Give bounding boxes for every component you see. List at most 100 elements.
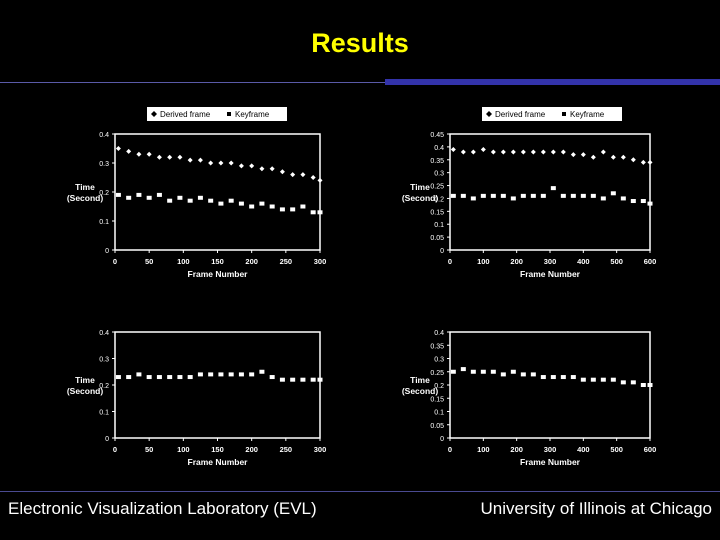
y-tick-label: 0.4 — [434, 145, 444, 152]
x-tick-label: 250 — [280, 445, 293, 454]
data-point — [269, 166, 275, 172]
data-point — [238, 201, 244, 206]
y-tick-label: 0.25 — [430, 184, 444, 191]
data-point — [136, 151, 142, 157]
data-point — [187, 157, 193, 163]
data-point — [580, 152, 586, 158]
y-tick-label: 0.4 — [99, 330, 109, 337]
x-tick-label: 50 — [145, 445, 153, 454]
x-axis-label: Frame Number — [188, 457, 249, 467]
data-point — [590, 377, 596, 382]
x-tick-label: 600 — [644, 257, 657, 266]
legend-entry: Derived frame — [160, 110, 211, 119]
y-tick-label: 0.15 — [430, 396, 444, 403]
y-tick-label: 0.1 — [434, 410, 444, 417]
data-point — [590, 154, 596, 160]
y-tick-label: 0.4 — [434, 330, 444, 337]
data-point — [510, 196, 516, 201]
y-tick-label: 0.2 — [434, 196, 444, 203]
y-tick-label: 0 — [440, 248, 444, 255]
data-point — [550, 375, 556, 380]
data-point — [126, 195, 132, 200]
data-point — [510, 149, 516, 155]
x-tick-label: 100 — [477, 445, 490, 454]
data-point — [570, 152, 576, 158]
x-tick-label: 300 — [314, 257, 327, 266]
data-point — [249, 204, 255, 209]
y-tick-label: 0.3 — [434, 357, 444, 364]
data-point — [500, 372, 506, 377]
data-point — [218, 201, 224, 206]
legend-marker-square — [227, 112, 231, 116]
data-point — [490, 193, 496, 198]
y-axis-label: (Second) — [67, 386, 104, 396]
data-point — [450, 146, 456, 152]
data-point — [620, 154, 626, 160]
data-point — [310, 377, 316, 382]
data-point — [590, 193, 596, 198]
x-tick-label: 600 — [644, 445, 657, 454]
data-point — [470, 196, 476, 201]
data-point — [167, 154, 173, 160]
data-point — [279, 377, 285, 382]
data-point — [167, 375, 173, 380]
x-tick-label: 50 — [145, 257, 153, 266]
data-point — [228, 160, 234, 166]
chart-top-right: 0 0.05 0.1 0.15 0.2 0.25 0.3 0.35 0.4 0.45 0 100 200… — [402, 107, 657, 279]
data-point — [259, 201, 265, 206]
y-tick-label: 0 — [105, 436, 109, 443]
data-point — [300, 377, 306, 382]
x-tick-label: 250 — [280, 257, 293, 266]
y-axis-label: Time — [75, 375, 95, 385]
chart-bottom-right: 0 0.05 0.1 0.15 0.2 0.25 0.3 0.35 0.4 0 100 200 300 4… — [402, 330, 657, 467]
data-point — [115, 375, 121, 380]
data-point — [560, 149, 566, 155]
y-tick-label: 0.1 — [99, 410, 109, 417]
data-point — [218, 160, 224, 166]
data-point — [300, 172, 306, 178]
data-point — [460, 149, 466, 155]
y-tick-label: 0.05 — [430, 235, 444, 242]
data-point — [470, 369, 476, 374]
y-axis-label: (Second) — [402, 386, 439, 396]
data-point — [136, 192, 142, 197]
data-point — [167, 198, 173, 203]
data-point — [317, 177, 323, 183]
data-point — [647, 159, 653, 165]
data-point — [520, 149, 526, 155]
legend-entry: Keyframe — [235, 110, 270, 119]
y-tick-label: 0.2 — [99, 190, 109, 197]
data-point — [570, 193, 576, 198]
data-point — [640, 383, 646, 387]
data-point — [570, 375, 576, 380]
data-point — [317, 210, 323, 215]
data-point — [490, 369, 496, 374]
y-tick-label: 0.15 — [430, 209, 444, 216]
data-point — [470, 149, 476, 155]
data-point — [290, 207, 296, 212]
data-point — [146, 195, 152, 200]
data-point — [450, 369, 456, 374]
data-point — [197, 157, 203, 163]
data-point — [187, 375, 193, 380]
y-tick-label: 0 — [105, 248, 109, 255]
y-tick-label: 0.3 — [434, 171, 444, 178]
data-point — [218, 372, 224, 377]
data-point — [177, 375, 183, 380]
data-point — [560, 375, 566, 380]
x-tick-label: 100 — [177, 257, 190, 266]
legend-box — [482, 107, 622, 121]
data-point — [600, 377, 606, 382]
data-point — [115, 192, 121, 197]
legend-box — [147, 107, 287, 121]
y-tick-label: 0.3 — [99, 161, 109, 168]
x-tick-label: 500 — [610, 445, 623, 454]
y-tick-label: 0.4 — [99, 132, 109, 139]
data-point — [156, 375, 162, 380]
data-point — [647, 201, 653, 206]
plot-frame — [449, 133, 651, 251]
x-tick-label: 100 — [477, 257, 490, 266]
data-point — [630, 380, 636, 385]
x-tick-label: 300 — [544, 257, 557, 266]
data-point — [490, 149, 496, 155]
